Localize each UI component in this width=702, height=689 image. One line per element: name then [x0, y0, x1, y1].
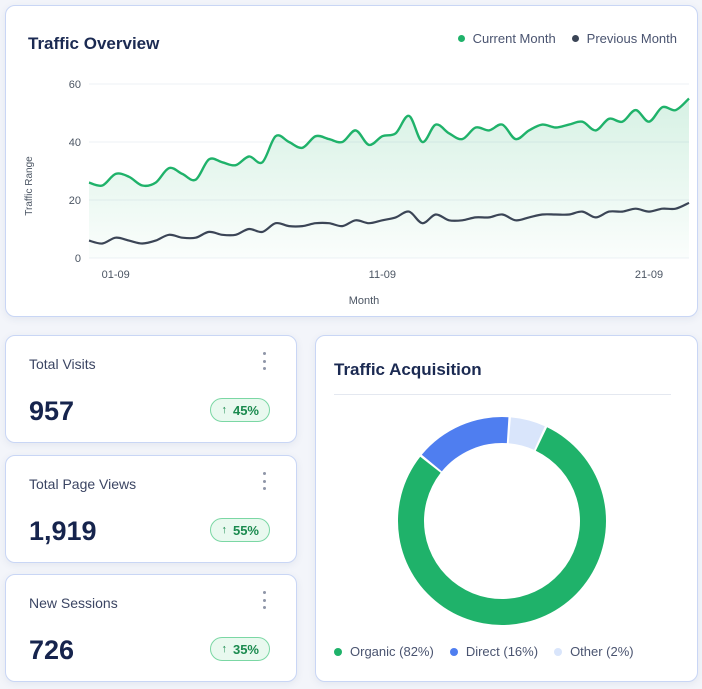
legend-previous-label: Previous Month — [586, 31, 677, 46]
y-tick-label: 20 — [69, 195, 81, 207]
legend-organic-label: Organic (82%) — [350, 644, 434, 659]
total-page-views-card: Total Page Views 1,919 ↑ 55% — [5, 455, 297, 563]
legend-other-label: Other (2%) — [570, 644, 634, 659]
previous-month-line — [88, 201, 690, 245]
other-dot-icon — [554, 647, 563, 656]
stat-value: 957 — [29, 396, 75, 426]
more-options-icon[interactable] — [262, 352, 266, 370]
arrow-up-icon: ↑ — [221, 524, 227, 536]
legend-other[interactable]: Other (2%) — [554, 644, 634, 659]
chart-legend: Current Month Previous Month — [457, 31, 677, 46]
divider — [334, 394, 671, 395]
organic-dot-icon — [334, 647, 342, 656]
y-axis-title: Traffic Range — [24, 156, 35, 216]
acquisition-donut-chart — [398, 417, 606, 625]
new-sessions-card: New Sessions 726 ↑ 35% — [5, 574, 297, 682]
traffic-overview-title: Traffic Overview — [28, 34, 160, 53]
current-month-dot-icon — [457, 35, 465, 42]
more-options-icon[interactable] — [262, 591, 266, 609]
total-visits-card: Total Visits 957 ↑ 45% — [5, 335, 297, 443]
stat-label: Total Visits — [29, 356, 96, 372]
legend-current-month[interactable]: Current Month — [457, 31, 556, 46]
change-value: 35% — [232, 641, 259, 657]
traffic-acquisition-title: Traffic Acquisition — [334, 360, 482, 379]
acquisition-legend: Organic (82%) Direct (16%) Other (2%) — [334, 644, 650, 659]
legend-current-label: Current Month — [472, 31, 556, 46]
traffic-overview-card: Traffic Overview Current Month Previous … — [5, 5, 698, 317]
legend-direct-label: Direct (16%) — [465, 644, 539, 659]
traffic-acquisition-card: Traffic Acquisition Organic (82%) Direct… — [315, 335, 698, 682]
legend-organic[interactable]: Organic (82%) — [334, 644, 434, 659]
arrow-up-icon: ↑ — [221, 404, 227, 416]
other-slice — [508, 417, 545, 450]
current-month-line — [88, 97, 690, 188]
x-tick-label: 01-09 — [102, 269, 130, 281]
change-badge: ↑ 35% — [210, 637, 270, 661]
legend-direct[interactable]: Direct (16%) — [449, 644, 539, 659]
change-badge: ↑ 55% — [210, 518, 270, 542]
change-value: 45% — [232, 402, 259, 418]
change-value: 55% — [232, 522, 259, 538]
arrow-up-icon: ↑ — [221, 643, 227, 655]
more-options-icon[interactable] — [262, 472, 266, 490]
x-tick-label: 11-09 — [369, 269, 396, 281]
previous-month-dot-icon — [571, 35, 579, 42]
stat-label: Total Page Views — [29, 476, 137, 492]
x-tick-label: 21-09 — [635, 269, 663, 281]
current-month-area — [89, 98, 689, 258]
traffic-line-chart: 0 20 40 60 01-09 11-09 21-09 Month Traffic Range — [24, 79, 690, 307]
stat-value: 726 — [29, 635, 75, 665]
y-tick-label: 40 — [69, 137, 81, 149]
legend-previous-month[interactable]: Previous Month — [571, 31, 677, 46]
stat-label: New Sessions — [29, 595, 118, 611]
y-tick-label: 60 — [69, 79, 81, 91]
direct-slice — [421, 417, 509, 472]
direct-dot-icon — [449, 647, 458, 656]
y-tick-label: 0 — [75, 253, 81, 265]
change-badge: ↑ 45% — [210, 398, 270, 422]
x-axis-title: Month — [349, 295, 380, 307]
stat-value: 1,919 — [29, 516, 97, 546]
